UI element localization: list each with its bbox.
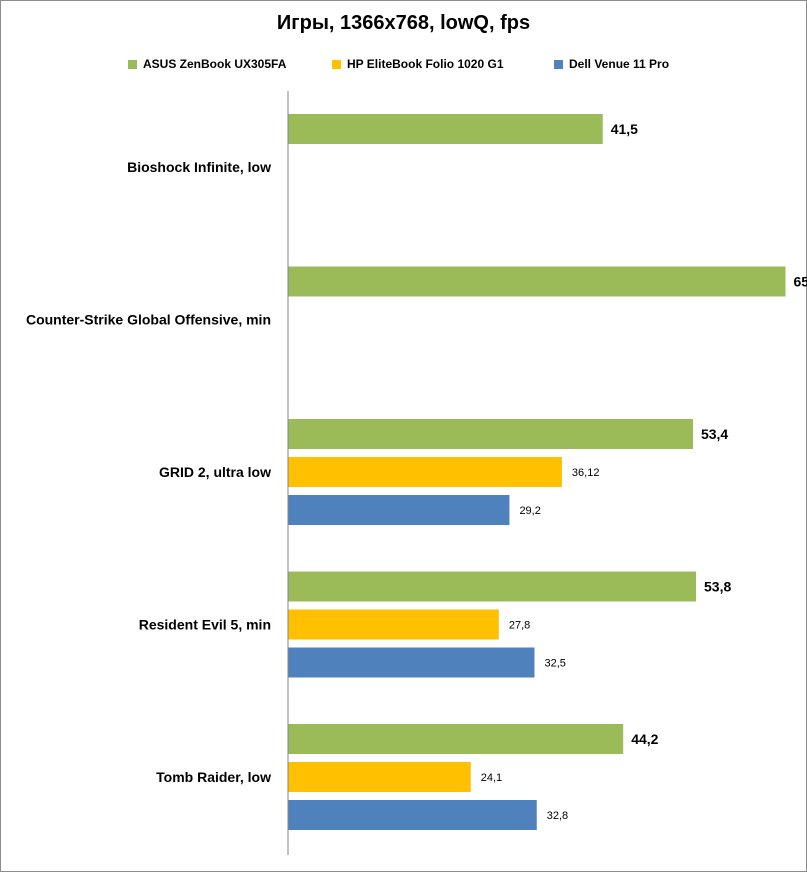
data-label-asus: 53,4 bbox=[701, 426, 728, 442]
chart-title: Игры, 1366x768, lowQ, fps bbox=[276, 12, 531, 34]
bar-asus bbox=[288, 571, 697, 602]
bar-asus bbox=[288, 724, 624, 754]
bar-hp bbox=[288, 457, 562, 487]
bar-hp bbox=[288, 609, 499, 640]
chart-legend: ASUS ZenBook UX305FA HP EliteBook Folio … bbox=[0, 56, 807, 72]
bar-dell bbox=[288, 647, 535, 678]
data-label-asus: 65,6 bbox=[794, 274, 807, 290]
legend-label-asus: ASUS ZenBook UX305FA bbox=[143, 57, 287, 71]
bar-dell bbox=[288, 495, 510, 525]
legend-item-asus: ASUS ZenBook UX305FA bbox=[128, 56, 286, 72]
bar-asus bbox=[288, 419, 693, 449]
legend-label-dell: Dell Venue 11 Pro bbox=[569, 57, 670, 71]
data-label-asus: 44,2 bbox=[631, 731, 658, 747]
legend-swatch-dell bbox=[554, 59, 563, 69]
category-label: Bioshock Infinite, low bbox=[127, 159, 271, 175]
data-label-hp: 24,1 bbox=[481, 772, 502, 784]
data-label-hp: 27,8 bbox=[509, 620, 530, 632]
data-label-dell: 32,8 bbox=[547, 810, 568, 822]
bar-asus bbox=[288, 114, 603, 144]
data-label-asus: 41,5 bbox=[611, 121, 638, 137]
legend-swatch-hp bbox=[332, 59, 341, 69]
bar-dell bbox=[288, 800, 537, 830]
data-label-dell: 29,2 bbox=[519, 505, 540, 517]
data-label-asus: 53,8 bbox=[704, 579, 731, 595]
category-label: Resident Evil 5, min bbox=[139, 617, 271, 633]
legend-label-hp: HP EliteBook Folio 1020 G1 bbox=[347, 57, 504, 71]
category-label: Tomb Raider, low bbox=[156, 769, 271, 785]
data-label-dell: 32,5 bbox=[544, 658, 565, 670]
bar-hp bbox=[288, 762, 471, 792]
data-label-hp: 36,12 bbox=[572, 467, 600, 479]
bar-asus bbox=[288, 266, 786, 297]
legend-swatch-asus bbox=[128, 59, 137, 69]
category-label: Counter-Strike Global Offensive, min bbox=[26, 312, 271, 328]
category-label: GRID 2, ultra low bbox=[159, 464, 271, 480]
legend-item-hp: HP EliteBook Folio 1020 G1 bbox=[332, 56, 504, 72]
legend-item-dell: Dell Venue 11 Pro bbox=[554, 56, 669, 72]
